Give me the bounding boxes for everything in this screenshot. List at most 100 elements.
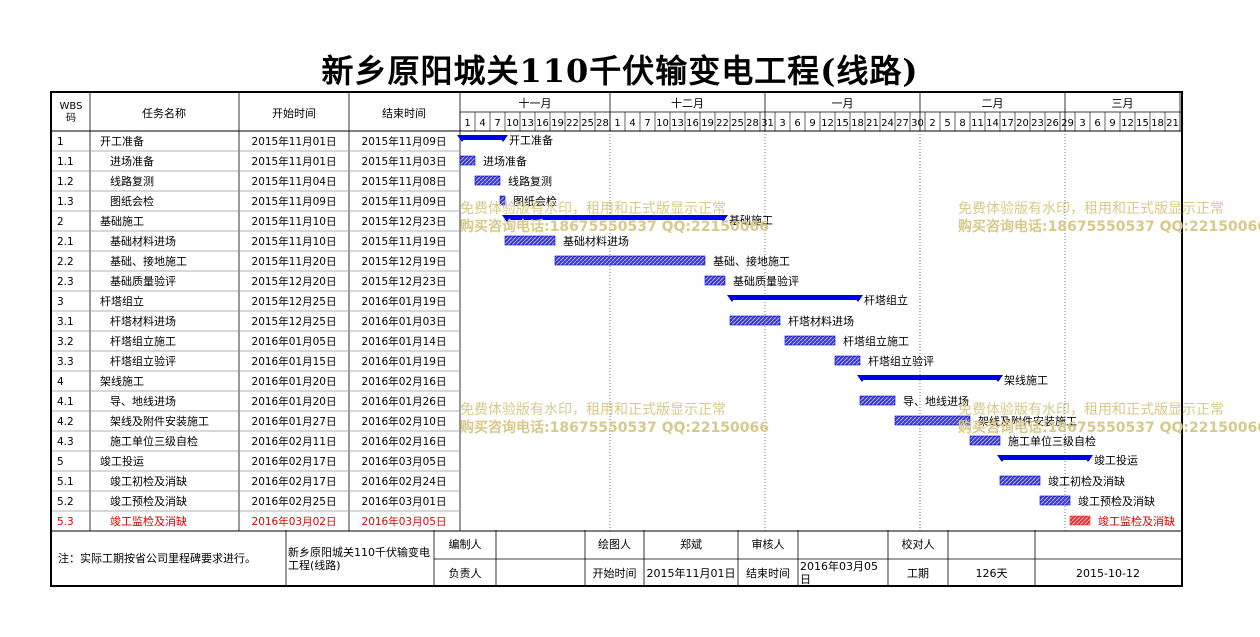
task-name: 竣工初检及消缺 [110, 474, 187, 488]
task-start: 2015年11月10日 [252, 235, 337, 248]
footer-start-label: 开始时间 [592, 566, 637, 580]
footer-end-value: 2016年03月05日 [800, 560, 878, 586]
page-title: 新乡原阳城关110千伏输变电工程(线路) [321, 52, 919, 90]
day-tick-label: 4 [629, 118, 635, 129]
task-end: 2015年11月09日 [362, 195, 447, 208]
footer-checker-value [950, 530, 1033, 559]
day-tick-label: 3 [779, 118, 785, 129]
footer-end-label: 结束时间 [746, 566, 790, 580]
day-tick-label: 9 [809, 118, 815, 129]
month-label: 十二月 [671, 96, 704, 110]
task-name: 杆塔组立验评 [110, 354, 176, 368]
task-name: 图纸会检 [110, 194, 154, 208]
summary-end-cap [498, 135, 508, 142]
bar-label: 图纸会检 [513, 194, 557, 208]
task-end: 2016年01月03日 [362, 315, 447, 328]
task-end: 2015年12月23日 [362, 275, 447, 288]
day-tick-label: 6 [794, 118, 800, 129]
day-tick-label: 12 [821, 118, 834, 129]
day-tick-label: 22 [716, 118, 729, 129]
task-bar [999, 475, 1041, 486]
header-task-name: 任务名称 [142, 106, 186, 120]
task-name: 线路复测 [110, 174, 154, 188]
task-bar [504, 235, 556, 246]
day-tick-label: 13 [671, 118, 684, 129]
task-start: 2016年02月17日 [252, 475, 337, 488]
task-start: 2015年12月20日 [252, 275, 337, 288]
bar-label: 杆塔组立 [864, 293, 908, 307]
task-wbs: 4.2 [57, 416, 74, 428]
task-wbs: 5.3 [57, 516, 74, 528]
task-wbs: 5 [57, 456, 64, 468]
day-tick-label: 7 [494, 118, 500, 129]
day-tick-label: 18 [1151, 118, 1164, 129]
task-end: 2016年02月16日 [362, 435, 447, 448]
task-name: 导、地线进场 [110, 394, 176, 408]
task-end: 2015年11月08日 [362, 175, 447, 188]
summary-bar [505, 215, 725, 220]
day-tick-label: 28 [746, 118, 759, 129]
task-wbs: 2.2 [57, 256, 74, 268]
bar-label: 基础、接地施工 [713, 255, 790, 268]
task-start: 2015年12月25日 [252, 315, 337, 328]
header-wbs-suffix: 码 [66, 112, 76, 124]
task-end: 2015年12月19日 [362, 255, 447, 268]
task-wbs: 2.3 [57, 276, 74, 288]
day-tick-label: 24 [881, 118, 894, 129]
task-start: 2015年11月04日 [252, 175, 337, 188]
task-name: 竣工预检及消缺 [110, 494, 187, 508]
header-end-time: 结束时间 [382, 107, 426, 120]
task-start: 2016年01月15日 [252, 355, 337, 368]
day-tick-label: 4 [479, 118, 485, 129]
day-tick-label: 22 [566, 118, 579, 129]
summary-bar [730, 295, 860, 300]
day-tick-label: 2 [929, 118, 935, 129]
summary-start-cap [457, 135, 467, 142]
task-name: 施工单位三级自检 [110, 434, 198, 448]
summary-end-cap [853, 295, 863, 302]
bar-label: 竣工预检及消缺 [1078, 494, 1155, 508]
task-wbs: 2 [57, 216, 64, 228]
task-bar [474, 175, 501, 186]
task-end: 2016年03月01日 [362, 495, 447, 508]
day-tick-label: 12 [1121, 118, 1134, 129]
summary-start-cap [857, 375, 867, 382]
day-tick-label: 25 [731, 118, 744, 129]
day-tick-label: 26 [1046, 118, 1059, 129]
task-wbs: 4.3 [57, 436, 74, 448]
task-wbs: 3.1 [57, 316, 74, 328]
task-bar [1069, 515, 1091, 526]
summary-start-cap [997, 455, 1007, 462]
day-tick-label: 21 [866, 118, 879, 129]
summary-bar [860, 375, 1000, 380]
task-wbs: 4 [57, 376, 64, 388]
task-start: 2016年02月11日 [252, 435, 337, 448]
task-wbs: 2.1 [57, 236, 74, 248]
task-start: 2016年01月20日 [252, 375, 337, 388]
bar-label: 开工准备 [509, 133, 553, 147]
task-bar [859, 395, 896, 406]
task-bar [894, 415, 971, 426]
bar-label: 竣工投运 [1094, 453, 1138, 467]
summary-bar [1000, 455, 1090, 460]
summary-bar [460, 135, 505, 140]
task-name: 架线及附件安装施工 [110, 414, 209, 428]
day-tick-label: 14 [986, 118, 999, 129]
month-label: 一月 [832, 97, 854, 110]
day-tick-label: 5 [944, 118, 950, 129]
task-name: 基础质量验评 [110, 274, 176, 288]
footer-drawer-label: 绘图人 [598, 538, 631, 551]
day-tick-label: 31 [761, 118, 774, 129]
summary-start-cap [727, 295, 737, 302]
task-name: 基础材料进场 [110, 234, 176, 248]
bar-label: 竣工初检及消缺 [1048, 474, 1125, 488]
footer-start-value: 2015年11月01日 [646, 566, 736, 580]
task-end: 2016年01月19日 [362, 295, 447, 308]
footer-drawer-value: 郑斌 [680, 538, 702, 551]
day-tick-label: 16 [686, 118, 699, 129]
day-tick-label: 21 [1166, 118, 1179, 129]
task-bar [834, 355, 861, 366]
task-start: 2015年11月10日 [252, 215, 337, 228]
day-tick-label: 1 [614, 118, 620, 129]
